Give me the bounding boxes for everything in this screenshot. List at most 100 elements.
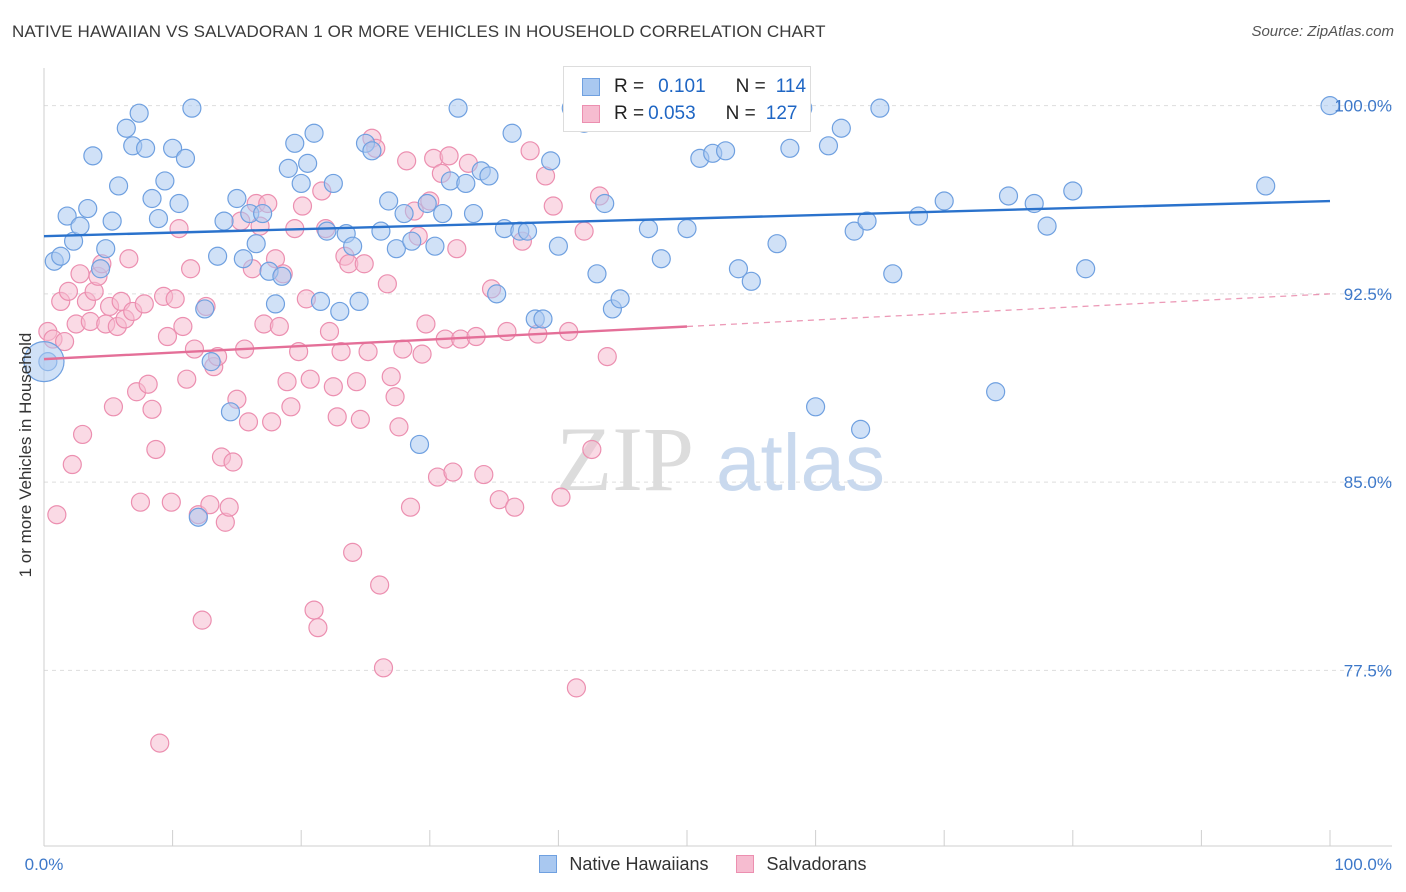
native-hawaiian-point [317,221,337,241]
native-hawaiian-point [163,138,183,158]
salvadoran-point [184,339,205,359]
native-hawaiian-point [386,239,406,259]
salvadoran-point [262,412,282,432]
salvadoran-point [373,658,394,678]
grid-layer [44,105,1392,671]
salvadoran-point [281,397,301,417]
native-hawaiian-point [253,203,273,224]
legend-n-label: N = [735,76,766,97]
salvadoran-point [505,497,525,517]
native-hawaiian-point [818,136,839,156]
salvadoran-point [138,374,158,394]
salvadoran-point [62,454,82,475]
native-hawaiian-point [379,191,399,211]
legend-swatch-pink [736,855,755,873]
salvadoran-point [103,397,124,417]
native-hawaiian-point [541,151,561,171]
native-hawaiian-point [1063,181,1083,201]
legend-n-value: 114 [775,76,807,97]
salvadoran-point [169,219,189,239]
native-hawaiian-point [169,193,189,214]
salvadoran-point [350,409,370,429]
y-tick-label: 77.5% [1344,661,1392,680]
native-hawaiian-point [57,206,77,226]
native-hawaiian-point [155,171,175,191]
native-hawaiian-point [148,208,169,229]
legend-row-salvadorans: R = 0.053 N = 127 [582,102,797,126]
salvadoran-point [400,497,421,517]
salvadoran-point [346,372,367,392]
native-hawaiian-point [448,98,468,118]
salvadoran-point [323,377,343,397]
native-hawaiian-point [463,203,484,224]
native-hawaiian-point [502,123,522,143]
salvadoran-point [146,439,166,460]
salvadoran-point [300,369,320,389]
salvadoran-point [181,259,201,279]
native-hawaiian-point [402,231,422,251]
native-hawaiian-point [272,266,292,286]
native-hawaiian-point [767,234,787,254]
salvadoran-point [130,492,151,512]
native-hawaiian-point [741,271,761,291]
salvadoran-point [381,367,401,387]
native-hawaiian-point [233,249,253,269]
native-hawaiian-point [548,236,569,256]
native-hawaiian-point [182,98,202,118]
salvadoran-point [447,239,467,259]
salvadoran-point [474,464,494,485]
salvadoran-point [574,221,594,241]
native-hawaiian-point [715,141,736,161]
salvadoran-point [354,254,374,274]
watermark: ZIP atlas [556,408,885,510]
salvadoran-point [443,462,463,482]
legend-swatch-blue [539,855,558,873]
native-hawaiian-point [298,153,318,173]
salvadoran-point [72,424,93,445]
legend-n-label: N = [725,103,756,124]
x-tick-label: 100.0% [1334,855,1392,874]
salvadoran-point [489,490,509,510]
stats-legend: R = 0.101 N = 114 R = 0.053 N = 127 [563,66,811,132]
native-hawaiian-point [587,264,607,284]
legend-r-value: 0.101 [658,76,706,97]
salvadoran-point [192,610,212,630]
series-legend: Native Hawaiians Salvadorans [0,852,1406,876]
native-hawaiian-point [851,419,871,439]
salvadoran-point [177,369,197,389]
native-hawaiian-point [78,198,98,219]
legend-r-value: 0.053 [648,103,696,124]
native-hawaiian-point [323,173,343,194]
native-hawaiian-point [780,138,800,158]
native-hawaiian-point [857,211,877,231]
salvadoran-point [327,407,347,427]
native-hawaiian-point [201,352,221,372]
y-tick-label: 100.0% [1334,97,1392,116]
trend-layer [43,199,1331,361]
points-layer [23,96,1340,753]
native-hawaiian-point [425,236,445,256]
salvadoran-point [358,341,378,362]
native-hawaiian-point [214,211,234,231]
native-hawaiian-point [456,173,476,194]
y-tick-label: 85.0% [1344,473,1392,492]
native-hawaiian-point [517,221,538,241]
salvadoran-point [566,678,587,698]
salvadoran-point [223,452,243,472]
native-hawaiian-point [362,141,382,161]
legend-label: Salvadorans [766,853,867,874]
salvadoran-point [238,412,259,432]
salvadoran-point [269,316,289,337]
trend-line-salvadorans [43,325,688,361]
native-hawaiian-point [310,291,331,311]
native-hawaiian-point [1076,259,1096,279]
salvadoran-point [173,316,193,337]
native-hawaiian-point [433,203,453,224]
native-hawaiian-point [677,219,697,239]
native-hawaiian-point [195,299,215,319]
native-hawaiian-point [175,148,196,168]
trend-line-native-hawaiians [43,199,1331,238]
native-hawaiian-point [142,188,162,209]
native-hawaiian-point [479,166,499,186]
